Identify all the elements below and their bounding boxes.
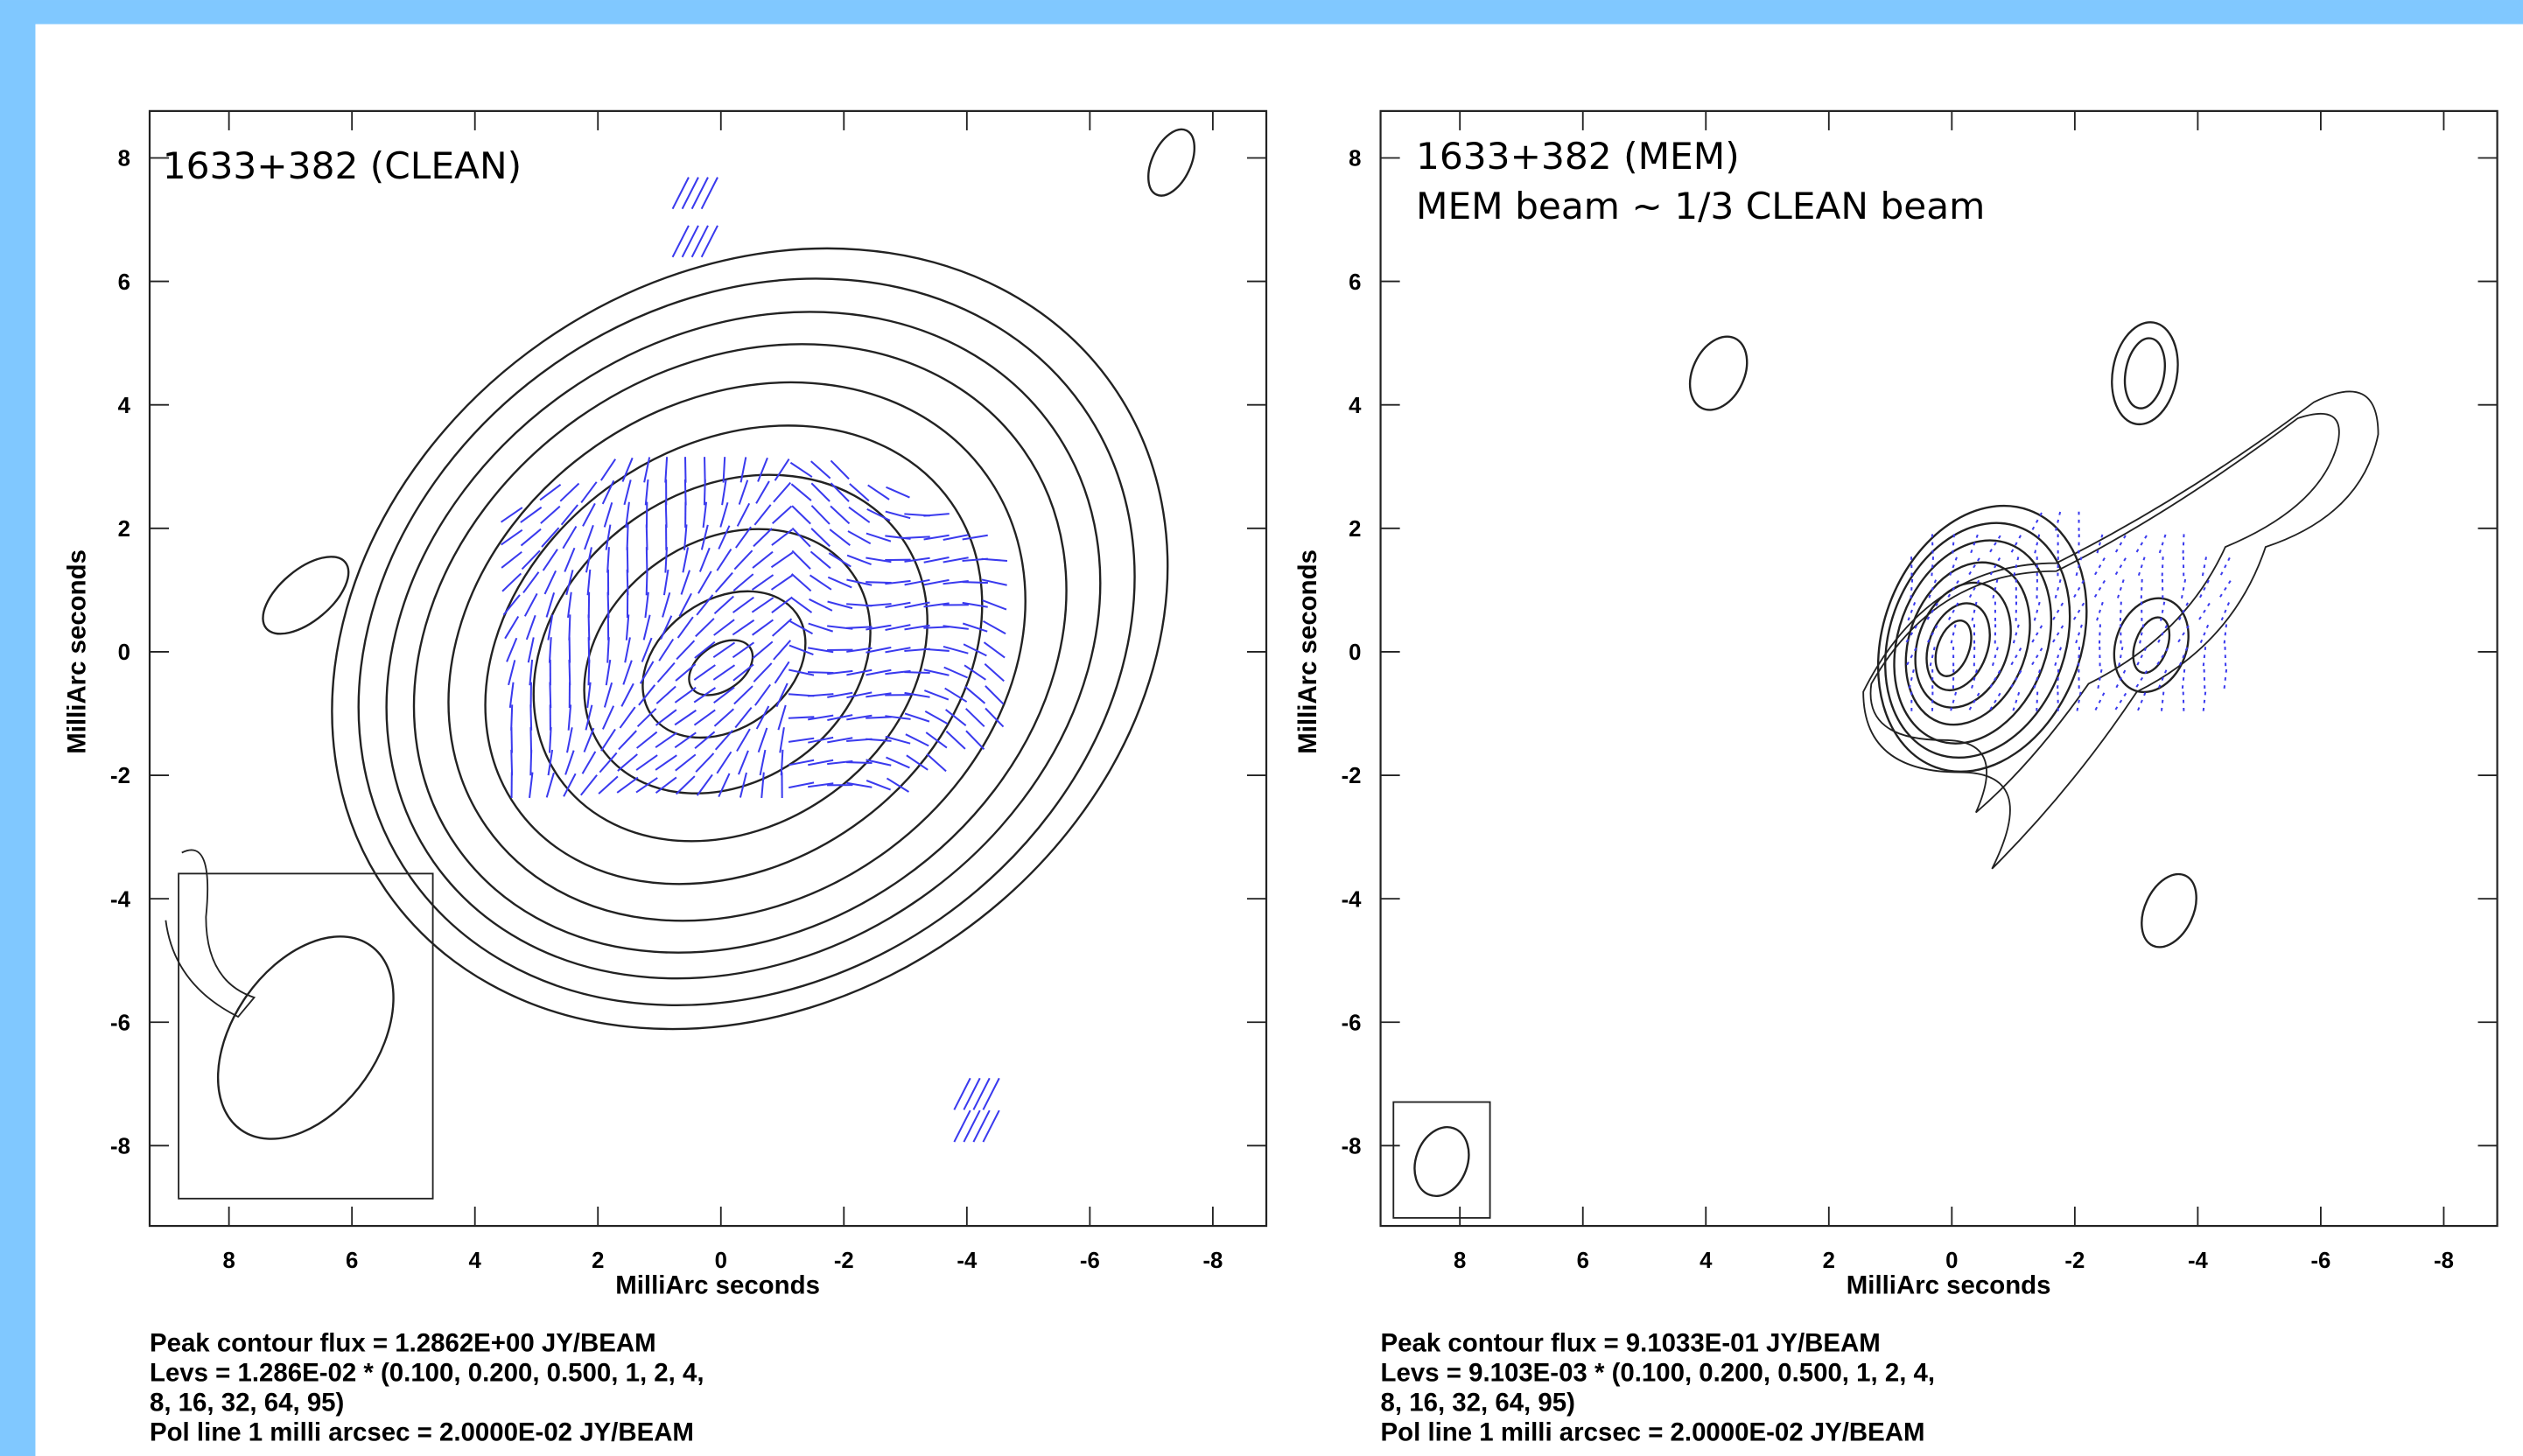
pol-line (530, 704, 531, 730)
pol-line (627, 547, 628, 572)
pol-line (704, 480, 705, 505)
y-tick-label: 2 (1349, 517, 1361, 542)
x-tick-label: -2 (2064, 1249, 2085, 1273)
pol-line (589, 614, 590, 640)
panel-title: 1633+382 (CLEAN) (163, 144, 522, 187)
pol-line (511, 750, 512, 775)
pol-line (569, 614, 570, 640)
pol-line (569, 660, 570, 685)
pol-line (511, 727, 512, 752)
y-tick-label: 4 (118, 394, 131, 418)
flux-note: Pol line 1 milli arcsec = 2.0000E-02 JY/… (150, 1418, 694, 1447)
pol-line (511, 704, 512, 730)
pol-line (2036, 692, 2037, 711)
x-tick-label: -2 (834, 1249, 854, 1273)
panel-subtitle: MEM beam ~ 1/3 CLEAN beam (1416, 185, 1985, 228)
pol-line (2057, 669, 2058, 689)
pol-line (1911, 556, 1912, 576)
flux-note: Levs = 1.286E-02 * (0.100, 0.200, 0.500,… (150, 1358, 704, 1387)
pol-line (608, 592, 609, 618)
y-axis-label: MilliArc seconds (62, 550, 91, 754)
pol-line (2162, 556, 2163, 576)
y-tick-label: 6 (118, 270, 130, 295)
x-tick-label: 0 (715, 1249, 727, 1273)
x-tick-label: -4 (957, 1249, 978, 1273)
panel-title: 1633+382 (MEM) (1416, 135, 1740, 178)
y-tick-label: 0 (1349, 640, 1361, 665)
pol-line (589, 660, 590, 685)
y-tick-label: 4 (1349, 394, 1362, 418)
y-tick-label: 8 (1349, 147, 1361, 172)
flux-note: 8, 16, 32, 64, 95) (150, 1389, 344, 1418)
x-tick-label: -8 (1202, 1249, 1223, 1273)
pol-line (2141, 579, 2142, 598)
flux-note: Peak contour flux = 1.2862E+00 JY/BEAM (150, 1328, 656, 1357)
figure: 8 6 4 2 0 -2 -4 -6 -8 -8 -6 -4 -2 0 2 4 6 8 MilliArc secon… (0, 0, 2523, 1456)
x-tick-label: 0 (1945, 1249, 1958, 1273)
x-tick-label: -6 (2310, 1249, 2330, 1273)
x-tick-label: 8 (1454, 1249, 1466, 1273)
x-tick-label: 4 (469, 1249, 482, 1273)
y-tick-label: -8 (110, 1135, 130, 1159)
pol-line (2204, 669, 2205, 689)
y-tick-label: -6 (1342, 1011, 1362, 1035)
y-axis-label: MilliArc seconds (1293, 550, 1322, 754)
pol-line (570, 637, 571, 662)
pol-line (808, 672, 833, 673)
pol-line (2183, 692, 2184, 711)
pol-line (963, 582, 988, 583)
pol-line (2183, 534, 2184, 553)
y-tick-label: 8 (118, 147, 130, 172)
pol-line (647, 570, 648, 595)
pol-line (685, 480, 686, 505)
y-tick-label: -8 (1342, 1135, 1362, 1159)
pol-line (704, 457, 705, 482)
y-tick-label: -2 (1342, 764, 1362, 788)
pol-line (647, 524, 648, 550)
pol-line (627, 524, 628, 550)
y-tick-label: -6 (110, 1011, 130, 1035)
flux-note: 8, 16, 32, 64, 95) (1381, 1389, 1575, 1418)
x-tick-label: 6 (346, 1249, 358, 1273)
pol-line (904, 672, 929, 673)
pol-line (589, 637, 590, 662)
pol-line (2078, 647, 2079, 666)
x-tick-label: 2 (592, 1249, 604, 1273)
x-tick-label: 2 (1823, 1249, 1835, 1273)
flux-note: Levs = 9.103E-03 * (0.100, 0.200, 0.500,… (1381, 1358, 1936, 1387)
pol-line (685, 457, 686, 482)
pol-line (2120, 602, 2121, 621)
flux-note: Pol line 1 milli arcsec = 2.0000E-02 JY/… (1381, 1418, 1925, 1447)
pol-line (866, 582, 891, 583)
pol-line (530, 727, 531, 752)
pol-line (2225, 647, 2226, 666)
pol-line (666, 502, 667, 528)
canvas (35, 24, 2523, 1456)
x-axis-label: MilliArc seconds (1847, 1270, 2051, 1299)
x-tick-label: -4 (2188, 1249, 2209, 1273)
x-tick-label: 6 (1577, 1249, 1589, 1273)
pol-line (627, 570, 628, 595)
pol-line (846, 762, 872, 763)
flux-note: Peak contour flux = 9.1033E-01 JY/BEAM (1381, 1328, 1881, 1357)
y-tick-label: 0 (118, 640, 130, 665)
pol-line (647, 547, 648, 572)
pol-line (2099, 624, 2100, 643)
x-tick-label: 4 (1700, 1249, 1713, 1273)
pol-line (1932, 534, 1933, 553)
y-tick-label: 2 (118, 517, 130, 542)
y-tick-label: -4 (1342, 887, 1363, 912)
x-tick-label: -6 (1080, 1249, 1100, 1273)
x-tick-label: -8 (2434, 1249, 2454, 1273)
y-tick-label: -4 (110, 887, 131, 912)
y-tick-label: -2 (110, 764, 130, 788)
x-tick-label: 8 (222, 1249, 235, 1273)
pol-line (530, 750, 531, 775)
y-tick-label: 6 (1349, 270, 1361, 295)
x-axis-label: MilliArc seconds (615, 1270, 820, 1299)
